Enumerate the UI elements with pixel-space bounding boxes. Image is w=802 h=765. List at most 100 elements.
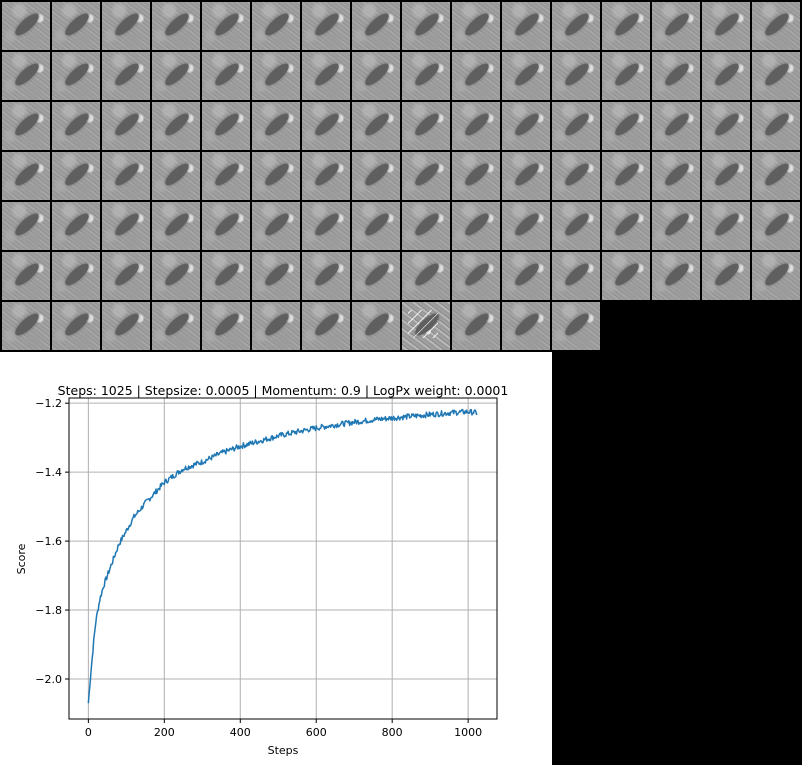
sample-image-tile [252, 2, 300, 50]
y-axis-label: Score [15, 543, 28, 574]
sample-image-tile [2, 202, 50, 250]
sample-image-tile [652, 202, 700, 250]
sample-image-tile [702, 202, 750, 250]
sample-image-tile [252, 202, 300, 250]
sample-image-tile [102, 152, 150, 200]
sample-image-tile [502, 152, 550, 200]
sample-image-tile [152, 202, 200, 250]
sample-image-tile [52, 2, 100, 50]
sample-image-tile [602, 2, 650, 50]
sample-image-tile [702, 52, 750, 100]
sample-image-tile [302, 252, 350, 300]
sample-image-tile [302, 52, 350, 100]
sample-image-tile [202, 152, 250, 200]
y-tick-label: −1.2 [35, 397, 62, 410]
y-tick-label: −1.8 [35, 604, 62, 617]
sample-image-tile [352, 102, 400, 150]
sample-image-tile [502, 102, 550, 150]
sample-image-tile [2, 252, 50, 300]
sample-image-tile [752, 102, 800, 150]
sample-image-tile [602, 152, 650, 200]
sample-image-tile [752, 252, 800, 300]
chart-panel: Steps: 1025 | Stepsize: 0.0005 | Momentu… [0, 352, 552, 765]
sample-image-tile [652, 52, 700, 100]
sample-image-tile [52, 252, 100, 300]
series-layer [87, 408, 478, 704]
x-tick-label: 600 [306, 726, 327, 739]
sample-image-tile [652, 152, 700, 200]
sample-image-tile [202, 2, 250, 50]
sample-image-tile [602, 52, 650, 100]
sample-image-tile [452, 252, 500, 300]
sample-image-tile [52, 52, 100, 100]
sample-image-tile [702, 252, 750, 300]
sample-image-tile [102, 302, 150, 350]
sample-image-tile [352, 302, 400, 350]
sample-image-tile [152, 302, 200, 350]
sample-image-tile [402, 52, 450, 100]
y-tick-label: −2.0 [35, 673, 62, 686]
sample-image-tile [552, 152, 600, 200]
sample-image-tile [652, 2, 700, 50]
axis-ticks: 0 200 400 600 800 1000 −2.0 −1.8 −1.6 −1.4 −1.2 [35, 397, 482, 739]
sample-image-tile [502, 202, 550, 250]
sample-image-tile [302, 302, 350, 350]
sample-image-tile [102, 202, 150, 250]
sample-image-tile [102, 102, 150, 150]
sample-image-tile [302, 202, 350, 250]
sample-image-tile [752, 2, 800, 50]
x-axis-label: Steps [268, 744, 299, 757]
grid-lines [69, 398, 497, 719]
sample-image-tile [702, 102, 750, 150]
x-tick-label: 800 [382, 726, 403, 739]
axes-frame [68, 397, 498, 720]
sample-image-tile [2, 302, 50, 350]
chart-title: Steps: 1025 | Stepsize: 0.0005 | Momentu… [58, 383, 509, 398]
x-tick-label: 200 [154, 726, 175, 739]
sample-image-tile [302, 2, 350, 50]
x-tick-label: 400 [230, 726, 251, 739]
sample-image-tile [652, 102, 700, 150]
sample-image-tile [2, 52, 50, 100]
sample-image-tile [452, 2, 500, 50]
sample-image-tile [152, 152, 200, 200]
sample-image-tile [2, 102, 50, 150]
x-tick-label: 0 [85, 726, 92, 739]
score-line-chart: Steps: 1025 | Stepsize: 0.0005 | Momentu… [15, 383, 509, 757]
sample-image-tile [502, 252, 550, 300]
sample-image-tile [2, 152, 50, 200]
sample-image-tile [252, 52, 300, 100]
sample-image-tile [352, 252, 400, 300]
sample-image-tile [752, 152, 800, 200]
sample-image-tile [202, 302, 250, 350]
sample-image-tile [52, 102, 100, 150]
sample-image-tile [402, 302, 450, 350]
sample-image-tile [502, 2, 550, 50]
sample-image-tile [202, 102, 250, 150]
sample-image-tile [352, 52, 400, 100]
sample-image-tile [102, 2, 150, 50]
sample-image-tile [352, 152, 400, 200]
sample-image-tile [52, 152, 100, 200]
sample-image-tile [452, 302, 500, 350]
sample-image-tile [352, 202, 400, 250]
sample-image-tile [352, 2, 400, 50]
sample-image-tile [402, 2, 450, 50]
sample-image-tile [452, 152, 500, 200]
sample-image-tile [552, 252, 600, 300]
y-tick-label: −1.6 [35, 535, 62, 548]
y-tick-label: −1.4 [35, 466, 62, 479]
sample-image-tile [702, 2, 750, 50]
sample-image-tile [452, 202, 500, 250]
sample-image-tile [502, 302, 550, 350]
sample-image-tile [152, 102, 200, 150]
sample-image-tile [702, 152, 750, 200]
sample-image-tile [402, 152, 450, 200]
sample-image-tile [152, 52, 200, 100]
sample-image-tile [52, 202, 100, 250]
sample-image-tile [102, 252, 150, 300]
sample-image-tile [602, 202, 650, 250]
sample-image-tile [202, 252, 250, 300]
sample-image-tile [252, 102, 300, 150]
sample-image-tile [2, 2, 50, 50]
